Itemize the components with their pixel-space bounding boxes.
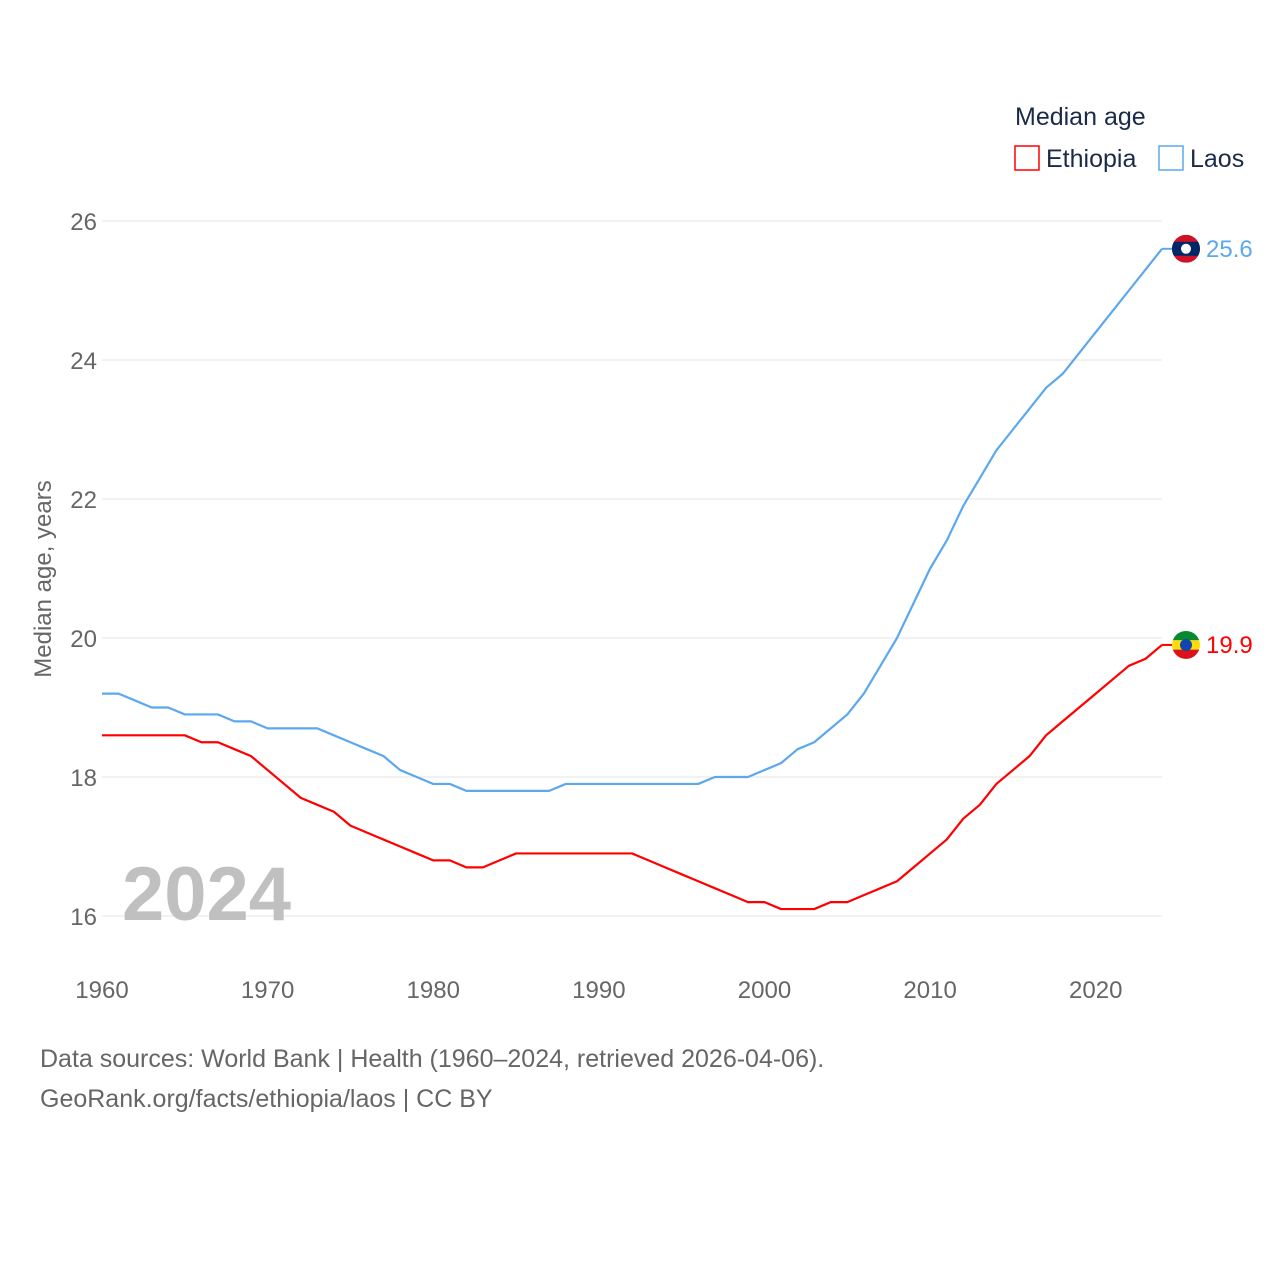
y-tick-label: 22 — [70, 487, 97, 514]
ethiopia-flag-icon — [1172, 630, 1200, 659]
end-value-label-laos: 25.6 — [1206, 236, 1253, 263]
x-tick-label: 1980 — [407, 977, 460, 1004]
y-tick-label: 16 — [70, 904, 97, 931]
y-tick-label: 24 — [70, 348, 97, 375]
x-tick-label: 2000 — [738, 977, 791, 1004]
series-line-ethiopia — [102, 644, 1163, 911]
end-markers: 19.9 25.6 — [1162, 234, 1253, 659]
footer-credit: GeoRank.org/facts/ethiopia/laos | CC BY — [40, 1085, 493, 1113]
end-value-label-ethiopia: 19.9 — [1206, 632, 1253, 659]
legend: Ethiopia Laos — [1014, 145, 1244, 173]
gridlines — [102, 220, 1162, 917]
y-tick-label: 18 — [70, 765, 97, 792]
laos-flag-icon — [1172, 234, 1200, 263]
legend-swatch-laos — [1158, 145, 1184, 171]
x-tick-label: 2010 — [903, 977, 956, 1004]
y-axis-ticks: 16 18 20 22 24 26 — [70, 209, 97, 931]
y-tick-label: 20 — [70, 626, 97, 653]
y-tick-label: 26 — [70, 209, 97, 236]
legend-swatch-ethiopia — [1014, 145, 1040, 171]
x-tick-label: 1990 — [572, 977, 625, 1004]
x-tick-label: 2020 — [1069, 977, 1122, 1004]
x-tick-label: 1970 — [241, 977, 294, 1004]
x-axis-ticks: 1960 1970 1980 1990 2000 2010 2020 — [75, 977, 1122, 1004]
year-watermark: 2024 — [122, 852, 291, 937]
y-axis-label: Median age, years — [30, 480, 57, 677]
series-lines — [102, 248, 1163, 911]
legend-title: Median age — [1015, 103, 1146, 131]
legend-label-ethiopia: Ethiopia — [1046, 145, 1136, 173]
x-tick-label: 1960 — [75, 977, 128, 1004]
series-line-laos — [102, 248, 1163, 793]
footer-sources: Data sources: World Bank | Health (1960–… — [40, 1045, 825, 1073]
legend-label-laos: Laos — [1190, 145, 1244, 173]
